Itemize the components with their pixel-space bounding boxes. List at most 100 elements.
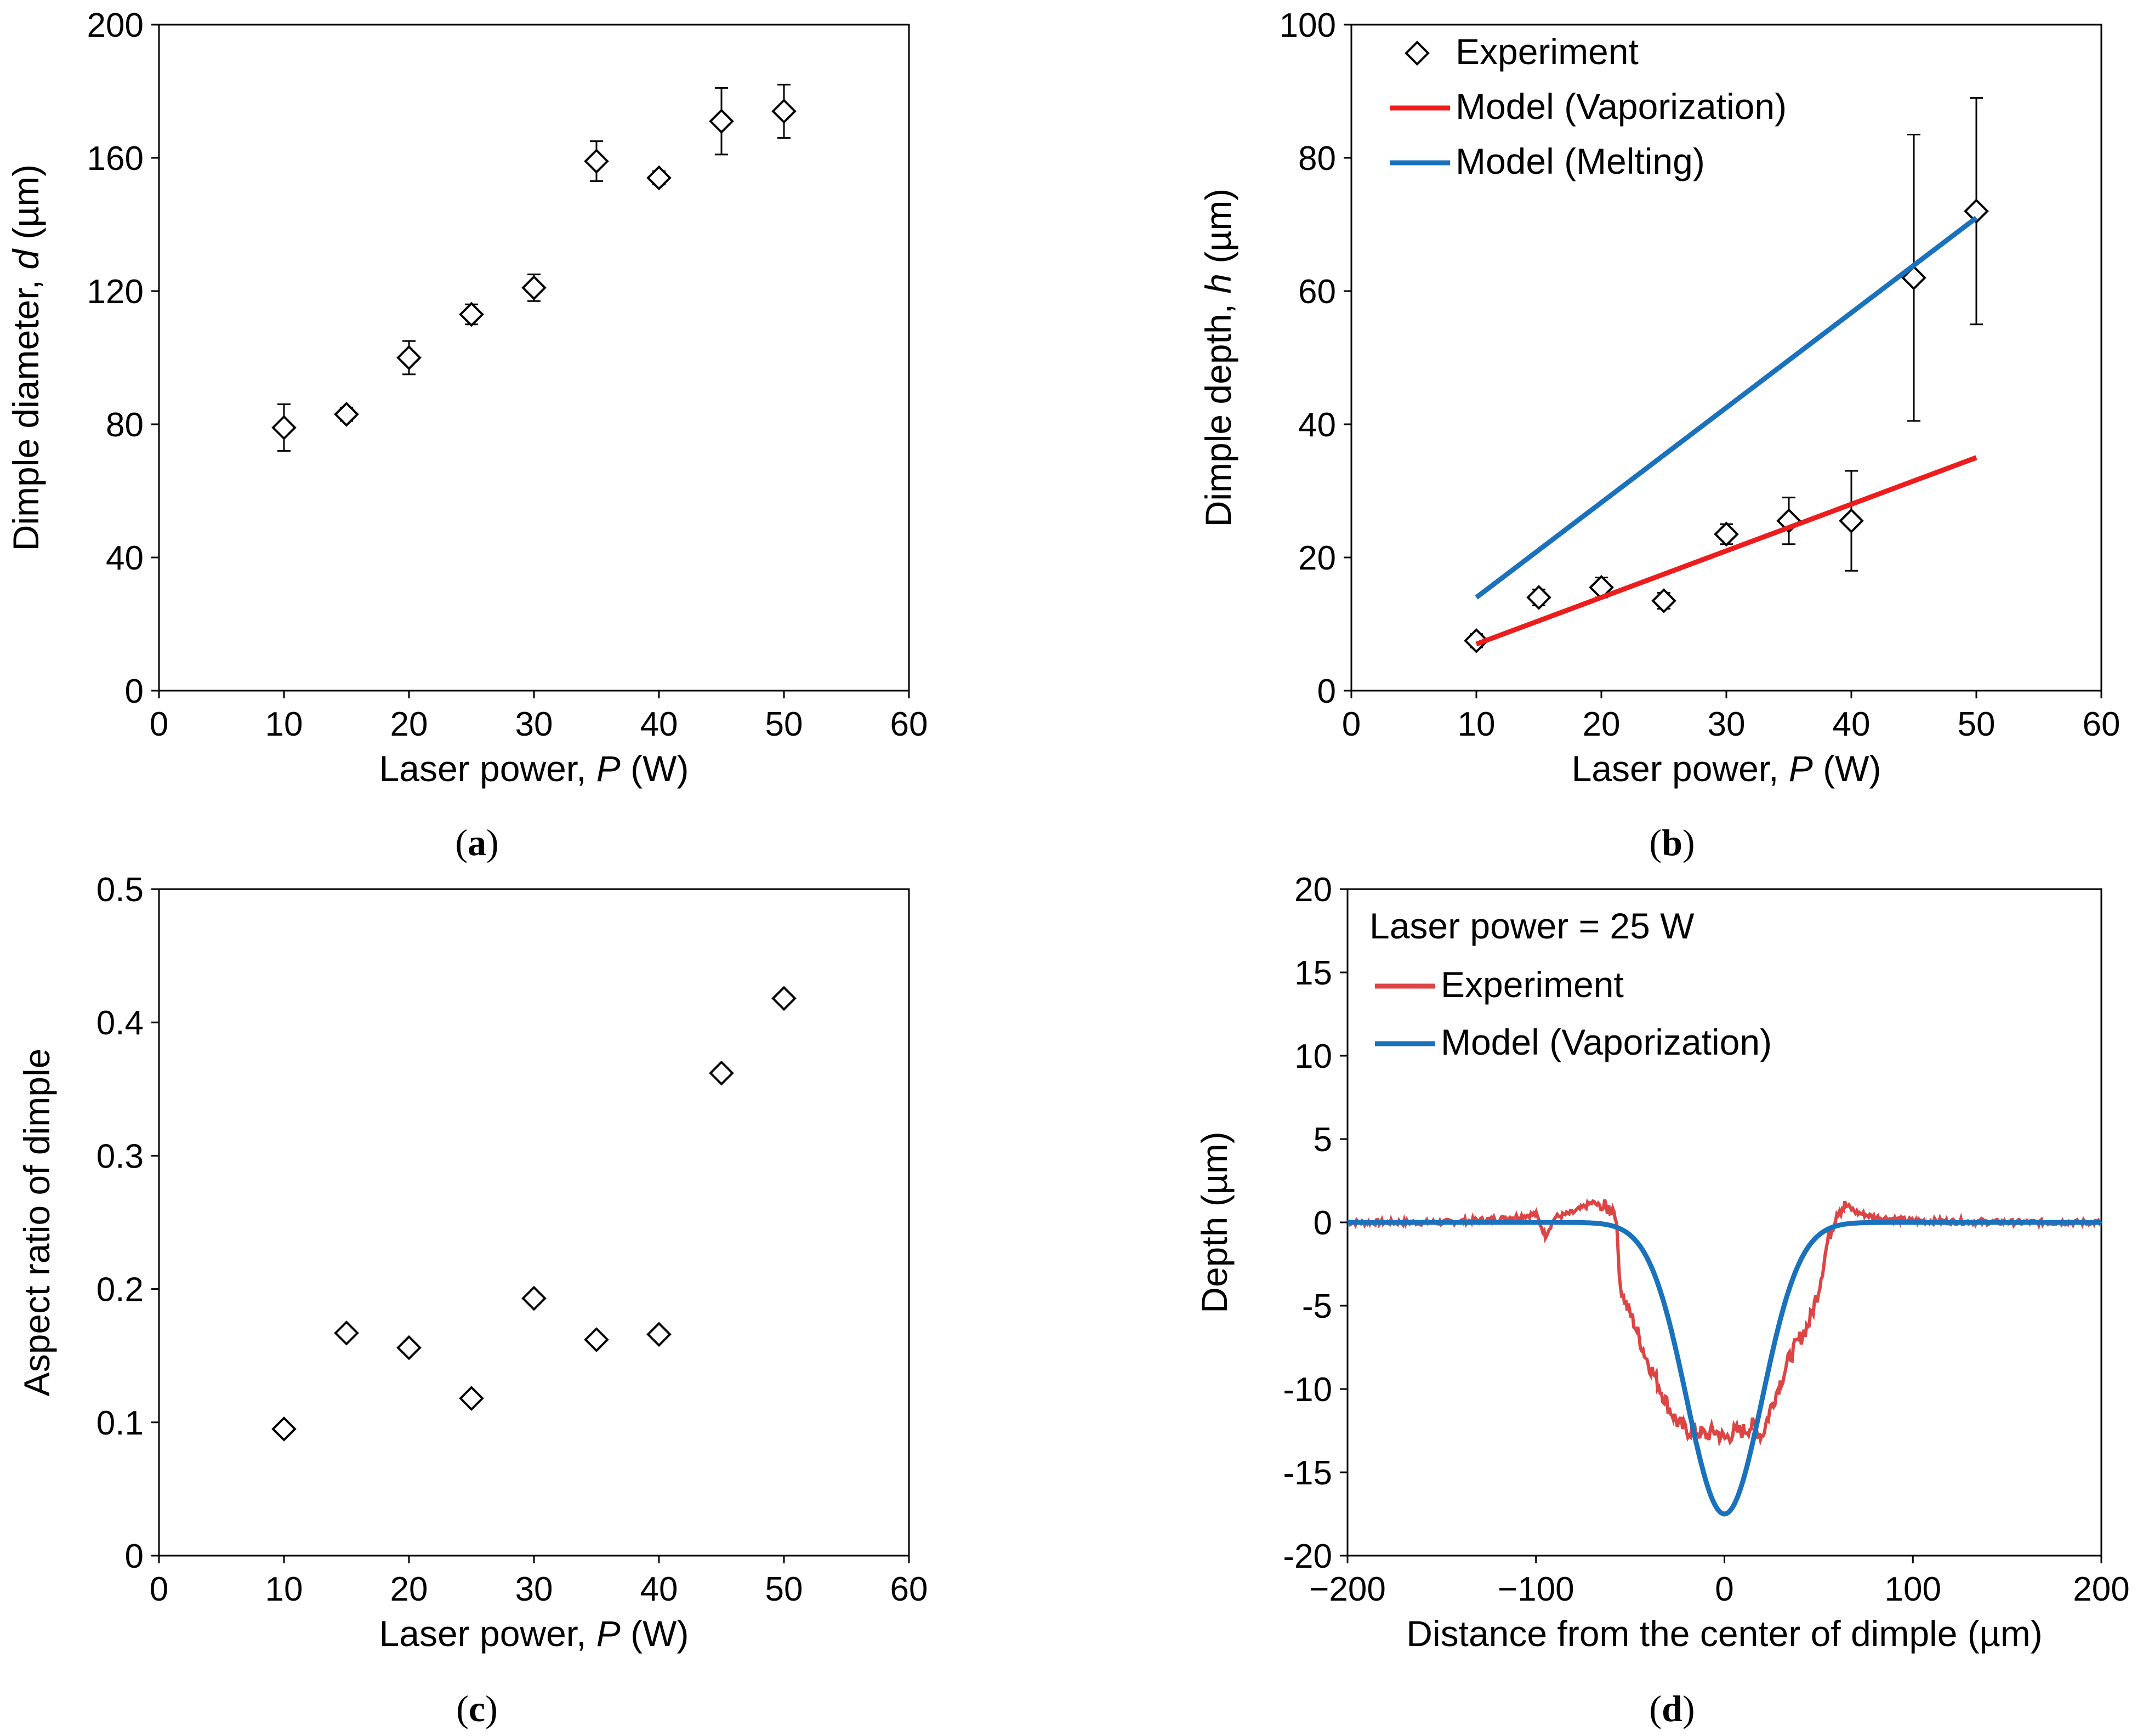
y-tick-label: 0: [125, 673, 144, 710]
caption-b: (b): [1649, 822, 1695, 863]
y-tick-label: 80: [1298, 140, 1336, 178]
data-point: [271, 415, 297, 440]
legend-label: Model (Melting): [1456, 141, 1705, 181]
x-tick-label: 0: [150, 1570, 168, 1608]
data-point: [771, 99, 797, 124]
data-point: [646, 1322, 672, 1347]
y-tick-label: 0.4: [96, 1004, 144, 1042]
data-point: [1464, 628, 1489, 653]
x-tick-label: 30: [515, 1570, 553, 1608]
data-point: [521, 1285, 547, 1311]
x-tick-label: 50: [765, 705, 803, 743]
x-tick-label: 30: [515, 705, 553, 743]
y-tick-label: 200: [87, 7, 144, 44]
legend-label: Model (Vaporization): [1441, 1022, 1772, 1062]
y-tick-label: 160: [87, 140, 144, 178]
data-point: [396, 1335, 422, 1361]
legend-label: Experiment: [1456, 31, 1639, 72]
x-tick-label: 200: [2073, 1570, 2129, 1608]
series-line-model-vaporization: [1348, 1220, 2101, 1517]
x-tick-label: 0: [1342, 705, 1361, 743]
data-point: [1964, 198, 1989, 224]
y-tick-label: 80: [106, 406, 144, 444]
y-tick-label: -20: [1283, 1538, 1332, 1575]
y-tick-label: 0.1: [96, 1404, 144, 1442]
legend-marker-experiment: [1405, 41, 1430, 66]
x-tick-label: 20: [390, 705, 428, 743]
data-point: [1651, 588, 1676, 613]
panel-a-chart: 0 10 20 30 40 50 60 0 40 80 120 160 200 Laser power, …: [5, 7, 928, 789]
x-tick-label: 0: [1715, 1570, 1733, 1608]
data-point: [521, 275, 547, 300]
caption-c: (c): [456, 1688, 498, 1729]
x-tick-label: 10: [265, 1570, 303, 1608]
data-point: [1714, 521, 1739, 547]
x-tick-label: 40: [1833, 705, 1871, 743]
panel-c-chart: 0 10 20 30 40 50 60 0 0.1 0.2 0.3 0.4 0.5 Laser power…: [16, 871, 928, 1654]
y-axis-label: Dimple depth, h (µm): [1198, 189, 1238, 527]
x-tick-label: 50: [765, 1570, 803, 1608]
caption-a: (a): [455, 822, 498, 863]
y-tick-label: 120: [87, 273, 144, 311]
y-axis-label: Aspect ratio of dimple: [16, 1049, 57, 1397]
series-line-model-vaporization: [1475, 455, 1977, 647]
x-tick-label: 0: [150, 705, 168, 743]
x-tick-label: 40: [640, 705, 678, 743]
data-point: [771, 986, 797, 1011]
panel-b-chart: 0 10 20 30 40 50 60 0 20 40 60 80 100 Laser power, P …: [1198, 7, 2120, 789]
y-axis-label: Dimple diameter, d (µm): [5, 164, 46, 551]
x-tick-label: 100: [1885, 1570, 1941, 1608]
x-axis-label: Laser power, P (W): [379, 748, 689, 789]
x-tick-label: 10: [265, 705, 303, 743]
data-point: [459, 1386, 484, 1411]
data-point: [334, 401, 359, 427]
x-tick-label: 40: [640, 1570, 678, 1608]
y-tick-label: 40: [106, 539, 144, 577]
y-tick-label: 100: [1280, 7, 1336, 44]
y-tick-label: 20: [1294, 871, 1332, 909]
data-point: [709, 1060, 734, 1086]
y-tick-label: -5: [1302, 1288, 1332, 1325]
y-tick-label: -15: [1283, 1454, 1332, 1492]
panel-d-chart: −200 −100 0 100 200 -20 -15 -10 -5 0 5 10 15 20 Distan…: [1194, 871, 2130, 1654]
data-point: [1839, 508, 1864, 534]
x-tick-label: 20: [390, 1570, 428, 1608]
x-tick-label: 60: [890, 705, 928, 743]
y-tick-label: 0.5: [96, 871, 144, 909]
x-tick-label: 60: [890, 1570, 928, 1608]
y-tick-label: 5: [1314, 1121, 1332, 1159]
plot-frame: [158, 24, 910, 692]
data-point: [271, 1416, 297, 1442]
data-point: [584, 149, 609, 174]
y-tick-label: 60: [1298, 273, 1336, 311]
x-tick-label: 30: [1708, 705, 1746, 743]
x-axis-label: Laser power, P (W): [379, 1613, 689, 1654]
data-point: [1526, 585, 1551, 610]
x-tick-label: 60: [2083, 705, 2121, 743]
data-point: [709, 109, 734, 134]
y-tick-label: 40: [1298, 406, 1336, 444]
x-tick-label: 50: [1958, 705, 1996, 743]
data-point: [584, 1327, 609, 1352]
caption-d: (d): [1649, 1688, 1695, 1729]
x-tick-label: −200: [1309, 1570, 1386, 1608]
x-tick-label: 20: [1583, 705, 1621, 743]
y-tick-label: 0: [1314, 1204, 1332, 1242]
y-axis-label: Depth (µm): [1194, 1131, 1235, 1313]
x-tick-label: −100: [1498, 1570, 1574, 1608]
y-tick-label: 0: [125, 1538, 144, 1575]
x-axis-label: Laser power, P (W): [1572, 748, 1881, 789]
y-tick-label: 0: [1317, 673, 1336, 710]
data-point: [334, 1321, 359, 1346]
annotation-laser-power: Laser power = 25 W: [1369, 906, 1695, 946]
y-tick-label: 15: [1294, 954, 1332, 992]
x-axis-label: Distance from the center of dimple (µm): [1406, 1613, 2042, 1654]
legend-label: Experiment: [1441, 964, 1624, 1005]
series-line-experiment: [1347, 1198, 2102, 1447]
y-tick-label: 20: [1298, 539, 1336, 577]
x-tick-label: 10: [1458, 705, 1496, 743]
data-point: [396, 345, 422, 371]
series-line-model-melting: [1475, 215, 1978, 600]
y-tick-label: 0.2: [96, 1271, 144, 1309]
